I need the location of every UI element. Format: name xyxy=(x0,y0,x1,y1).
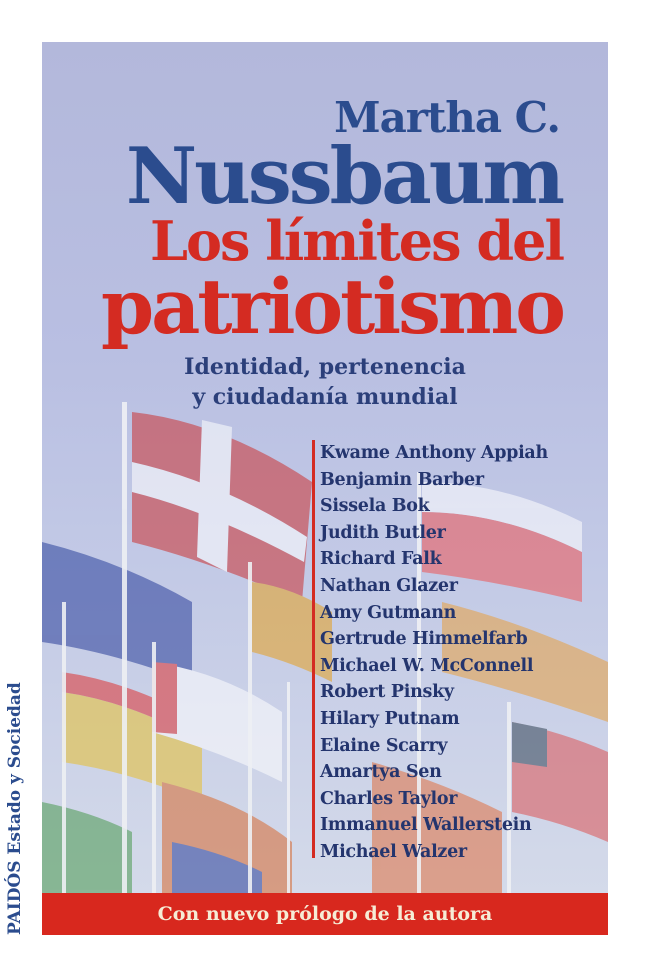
contributor-name: Michael Walzer xyxy=(320,841,467,862)
contributor-name: Immanuel Wallerstein xyxy=(320,815,532,836)
title-line-1: Los límites del xyxy=(150,209,565,273)
contributor-name: Amartya Sen xyxy=(320,762,442,783)
flag-spain xyxy=(62,692,202,802)
subtitle-line-2: y ciudadanía mundial xyxy=(192,384,458,410)
contributor-name: Judith Butler xyxy=(320,522,446,543)
contributor-name: Gertrude Himmelfarb xyxy=(320,629,528,650)
contributor-name: Elaine Scarry xyxy=(320,735,448,756)
contributor-name: Charles Taylor xyxy=(320,788,458,809)
red-vertical-rule xyxy=(312,440,315,858)
contributor-name: Robert Pinsky xyxy=(320,682,454,703)
publisher-series: PAIDÓS Estado y Sociedad xyxy=(5,682,25,935)
contributor-name: Michael W. McConnell xyxy=(320,655,534,676)
bottom-banner: Con nuevo prólogo de la autora xyxy=(42,893,608,935)
contributor-name: Benjamin Barber xyxy=(320,469,484,490)
author-last-name: Nussbaum xyxy=(125,131,565,222)
contributor-name: Richard Falk xyxy=(320,549,442,570)
book-cover: Martha C. Nussbaum Los límites del patri… xyxy=(42,42,608,935)
contributor-name: Hilary Putnam xyxy=(320,708,460,729)
flag-green xyxy=(42,802,132,893)
contributor-name: Sissela Bok xyxy=(320,496,430,517)
contributor-name: Nathan Glazer xyxy=(320,575,458,596)
contributors-list: Kwame Anthony Appiah Benjamin Barber Sisse… xyxy=(320,440,548,866)
subtitle: Identidad, pertenencia y ciudadanía mund… xyxy=(42,352,608,412)
author-first-name: Martha C. xyxy=(334,93,561,142)
flagpole xyxy=(122,402,127,893)
title-line-2: patriotismo xyxy=(101,262,566,351)
contributor-name: Kwame Anthony Appiah xyxy=(320,443,548,463)
flag-blue xyxy=(172,842,262,893)
subtitle-line-1: Identidad, pertenencia xyxy=(184,354,466,380)
contributor-name: Amy Gutmann xyxy=(320,602,457,623)
